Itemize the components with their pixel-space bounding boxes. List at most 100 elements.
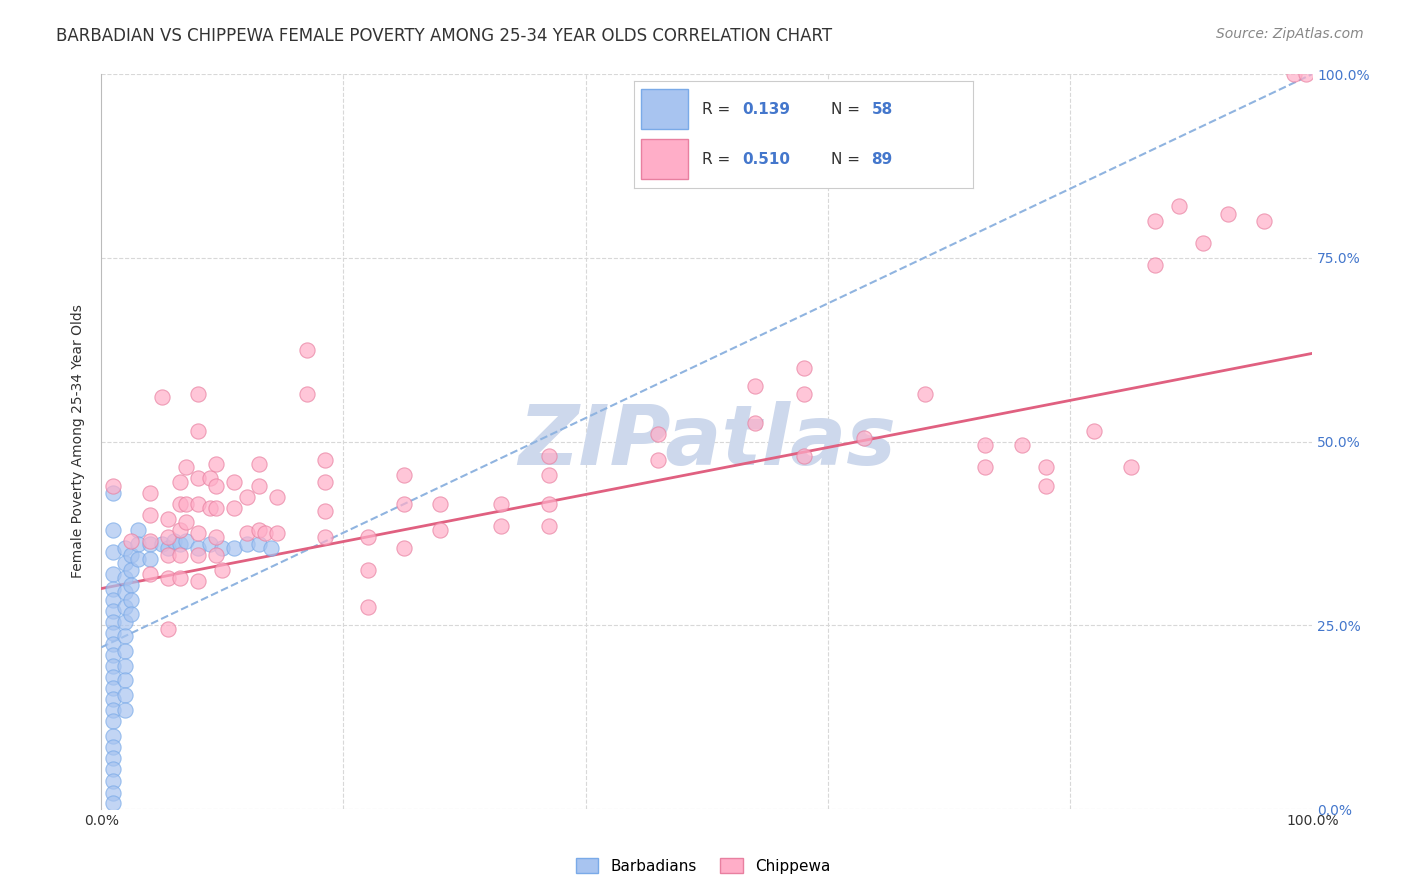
Point	[103, 691, 125, 706]
Point	[103, 625, 125, 640]
Point	[103, 592, 125, 607]
Point	[314, 530, 336, 544]
Point	[247, 523, 270, 537]
Point	[205, 549, 228, 563]
Point	[103, 486, 125, 500]
Point	[295, 386, 318, 401]
Point	[295, 343, 318, 357]
Point	[853, 431, 876, 445]
Point	[114, 644, 136, 658]
Point	[429, 497, 451, 511]
Point	[211, 563, 233, 577]
Point	[174, 533, 197, 548]
Point	[744, 416, 766, 430]
Point	[224, 500, 246, 515]
Point	[169, 523, 191, 537]
Point	[187, 574, 209, 589]
Point	[392, 541, 415, 555]
Point	[114, 673, 136, 688]
Point	[489, 497, 512, 511]
Point	[114, 556, 136, 570]
Legend: Barbadians, Chippewa: Barbadians, Chippewa	[569, 852, 837, 880]
Point	[1119, 460, 1142, 475]
Point	[793, 449, 815, 463]
Point	[174, 516, 197, 530]
Point	[1168, 199, 1191, 213]
Point	[138, 533, 160, 548]
Point	[103, 658, 125, 673]
Point	[314, 504, 336, 518]
Point	[103, 739, 125, 754]
Point	[793, 361, 815, 376]
Point	[1035, 478, 1057, 492]
Point	[538, 519, 561, 533]
Point	[1035, 460, 1057, 475]
Point	[169, 537, 191, 551]
Point	[163, 533, 186, 548]
Point	[150, 391, 173, 405]
Point	[121, 533, 143, 548]
Point	[187, 424, 209, 438]
Point	[114, 541, 136, 555]
Point	[357, 563, 380, 577]
Point	[150, 537, 173, 551]
Y-axis label: Female Poverty Among 25-34 Year Olds: Female Poverty Among 25-34 Year Olds	[72, 304, 86, 579]
Point	[247, 478, 270, 492]
Point	[744, 379, 766, 393]
Point	[1284, 67, 1306, 81]
Point	[103, 582, 125, 596]
Point	[538, 467, 561, 482]
Point	[121, 578, 143, 592]
Point	[235, 526, 257, 541]
Point	[127, 552, 149, 566]
Point	[211, 541, 233, 555]
Point	[156, 570, 179, 584]
Point	[1143, 258, 1166, 272]
Point	[103, 786, 125, 800]
Point	[247, 537, 270, 551]
Point	[138, 508, 160, 522]
Point	[103, 545, 125, 559]
Point	[538, 497, 561, 511]
Point	[138, 552, 160, 566]
Point	[647, 453, 669, 467]
Text: Source: ZipAtlas.com: Source: ZipAtlas.com	[1216, 27, 1364, 41]
Point	[187, 541, 209, 555]
Point	[103, 566, 125, 581]
Point	[489, 519, 512, 533]
Point	[103, 670, 125, 684]
Point	[187, 549, 209, 563]
Point	[114, 658, 136, 673]
Point	[914, 386, 936, 401]
Point	[187, 497, 209, 511]
Point	[392, 467, 415, 482]
Point	[103, 714, 125, 728]
Point	[392, 497, 415, 511]
Point	[156, 622, 179, 636]
Point	[103, 750, 125, 764]
Point	[235, 490, 257, 504]
Point	[1216, 207, 1239, 221]
Point	[127, 537, 149, 551]
Point	[260, 541, 283, 555]
Point	[187, 471, 209, 485]
Point	[156, 512, 179, 526]
Point	[121, 607, 143, 622]
Point	[1253, 214, 1275, 228]
Point	[200, 500, 222, 515]
Point	[156, 530, 179, 544]
Point	[1192, 236, 1215, 251]
Point	[127, 523, 149, 537]
Point	[138, 566, 160, 581]
Point	[1295, 67, 1317, 81]
Point	[103, 604, 125, 618]
Point	[174, 460, 197, 475]
Point	[114, 688, 136, 702]
Point	[169, 549, 191, 563]
Point	[1143, 214, 1166, 228]
Point	[138, 537, 160, 551]
Point	[169, 475, 191, 489]
Text: ZIPatlas: ZIPatlas	[517, 401, 896, 482]
Point	[138, 486, 160, 500]
Point	[200, 537, 222, 551]
